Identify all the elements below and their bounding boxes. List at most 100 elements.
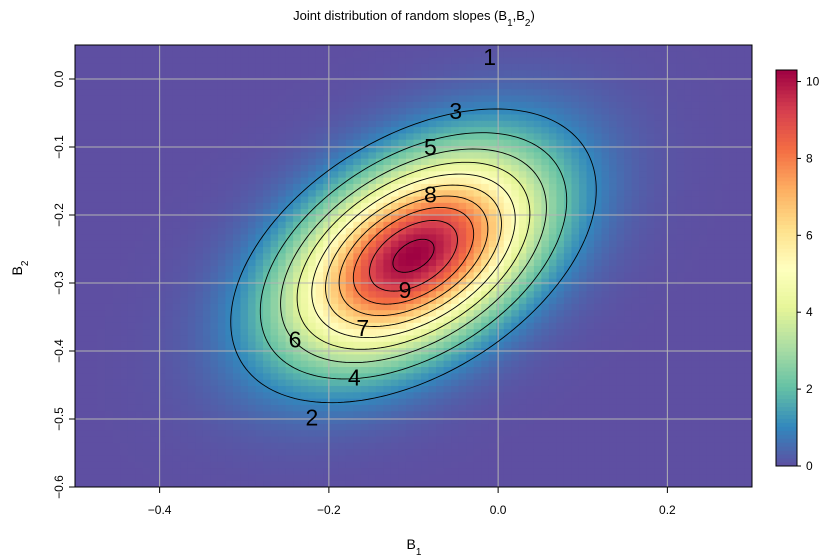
heatmap-cell	[586, 101, 595, 109]
heatmap-cell	[421, 196, 430, 204]
heatmap-cell	[556, 76, 565, 84]
heatmap-cell	[120, 247, 129, 254]
heatmap-cell	[127, 341, 136, 349]
heatmap-cell	[571, 228, 580, 236]
heatmap-cell	[571, 341, 580, 349]
heatmap-cell	[375, 76, 385, 84]
heatmap-cell	[240, 354, 249, 362]
heatmap-cell	[120, 95, 129, 103]
heatmap-cell	[481, 51, 490, 59]
heatmap-cell	[157, 310, 166, 318]
heatmap-cell	[466, 114, 475, 122]
heatmap-cell	[127, 202, 136, 210]
heatmap-cell	[315, 57, 324, 65]
heatmap-cell	[518, 95, 527, 103]
heatmap-cell	[293, 177, 302, 185]
heatmap-cell	[458, 196, 467, 204]
heatmap-cell	[150, 455, 159, 463]
heatmap-cell	[390, 316, 400, 324]
heatmap-cell	[556, 329, 565, 337]
heatmap-cell	[413, 417, 422, 425]
heatmap-cell	[398, 291, 407, 299]
heatmap-cell	[375, 474, 385, 482]
heatmap-cell	[488, 272, 497, 280]
heatmap-cell	[165, 202, 174, 210]
heatmap-cell	[240, 367, 249, 374]
heatmap-cell	[421, 404, 430, 412]
heatmap-cell	[451, 284, 460, 292]
heatmap-cell	[112, 468, 121, 475]
heatmap-cell	[127, 436, 136, 444]
heatmap-cell	[443, 127, 452, 134]
heatmap-cell	[90, 329, 99, 337]
heatmap-cell	[97, 455, 106, 463]
heatmap-cell	[481, 152, 490, 160]
heatmap-cell	[195, 240, 204, 248]
heatmap-cell	[210, 297, 219, 305]
heatmap-cell	[526, 89, 535, 97]
heatmap-cell	[353, 57, 362, 65]
heatmap-cell	[323, 240, 332, 248]
heatmap-cell	[473, 139, 482, 147]
heatmap-cell	[285, 70, 294, 78]
heatmap-cell	[518, 164, 527, 172]
heatmap-cell	[150, 183, 159, 191]
heatmap-cell	[157, 379, 166, 387]
heatmap-cell	[202, 95, 211, 103]
heatmap-cell	[533, 455, 542, 463]
heatmap-cell	[300, 133, 309, 141]
heatmap-cell	[413, 436, 422, 444]
heatmap-cell	[300, 70, 309, 78]
heatmap-cell	[345, 436, 354, 444]
heatmap-cell	[451, 266, 460, 273]
heatmap-cell	[405, 171, 415, 179]
heatmap-cell	[255, 310, 264, 318]
heatmap-cell	[368, 335, 377, 343]
heatmap-cell	[157, 297, 166, 305]
heatmap-cell	[157, 196, 166, 204]
heatmap-cell	[578, 76, 588, 84]
heatmap-cell	[278, 417, 287, 425]
heatmap-cell	[338, 133, 347, 141]
heatmap-cell	[180, 259, 189, 267]
heatmap-cell	[105, 158, 114, 166]
heatmap-cell	[142, 190, 151, 198]
heatmap-cell	[503, 367, 512, 374]
heatmap-cell	[248, 120, 257, 128]
heatmap-cell	[187, 430, 196, 438]
heatmap-cell	[82, 436, 91, 444]
heatmap-cell	[165, 291, 174, 299]
heatmap-cell	[443, 461, 452, 469]
heatmap-cell	[75, 272, 84, 280]
heatmap-cell	[563, 474, 573, 482]
heatmap-cell	[150, 272, 159, 280]
heatmap-cell	[443, 385, 452, 393]
heatmap-cell	[601, 430, 610, 438]
heatmap-cell	[150, 348, 159, 355]
heatmap-cell	[172, 455, 181, 463]
heatmap-cell	[571, 247, 580, 254]
chart-title-sub1: 1	[507, 18, 513, 29]
heatmap-cell	[195, 303, 204, 311]
heatmap-cell	[278, 76, 287, 84]
heatmap-cell	[586, 127, 595, 134]
heatmap-cell	[150, 411, 159, 419]
heatmap-cell	[308, 133, 317, 141]
heatmap-cell	[90, 367, 99, 374]
heatmap-cell	[180, 82, 189, 90]
heatmap-cell	[571, 146, 580, 153]
heatmap-cell	[563, 348, 573, 355]
heatmap-cell	[571, 430, 580, 438]
heatmap-cell	[458, 455, 467, 463]
heatmap-cell	[421, 51, 430, 59]
heatmap-cell	[458, 442, 467, 450]
heatmap-cell	[323, 310, 332, 318]
heatmap-cell	[526, 45, 535, 52]
heatmap-cell	[338, 139, 347, 147]
heatmap-cell	[263, 423, 272, 431]
heatmap-cell	[511, 335, 520, 343]
heatmap-cell	[413, 322, 422, 330]
heatmap-cell	[405, 253, 415, 261]
heatmap-cell	[232, 404, 242, 412]
heatmap-cell	[405, 379, 415, 387]
